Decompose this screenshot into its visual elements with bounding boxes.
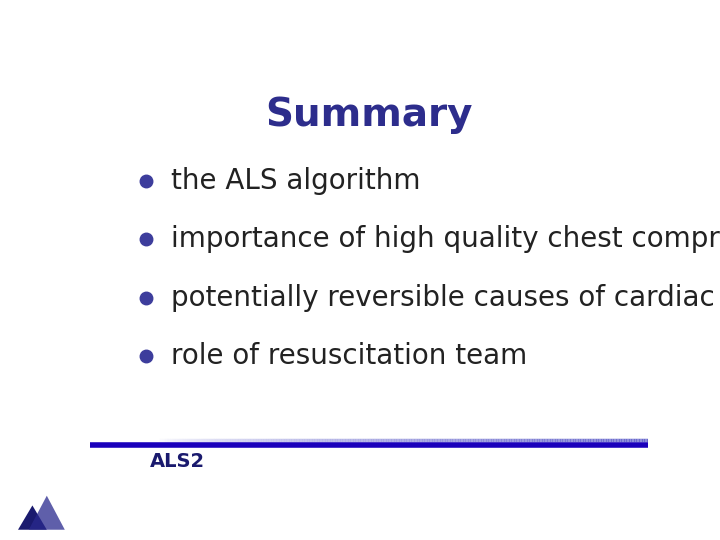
Text: potentially reversible causes of cardiac arrest: potentially reversible causes of cardiac… xyxy=(171,284,720,312)
Text: ALS2: ALS2 xyxy=(150,453,205,471)
Text: role of resuscitation team: role of resuscitation team xyxy=(171,342,527,370)
Text: the ALS algorithm: the ALS algorithm xyxy=(171,167,420,195)
Text: Summary: Summary xyxy=(265,96,473,134)
Text: importance of high quality chest compressions: importance of high quality chest compres… xyxy=(171,225,720,253)
Polygon shape xyxy=(29,496,65,530)
Polygon shape xyxy=(18,505,47,530)
